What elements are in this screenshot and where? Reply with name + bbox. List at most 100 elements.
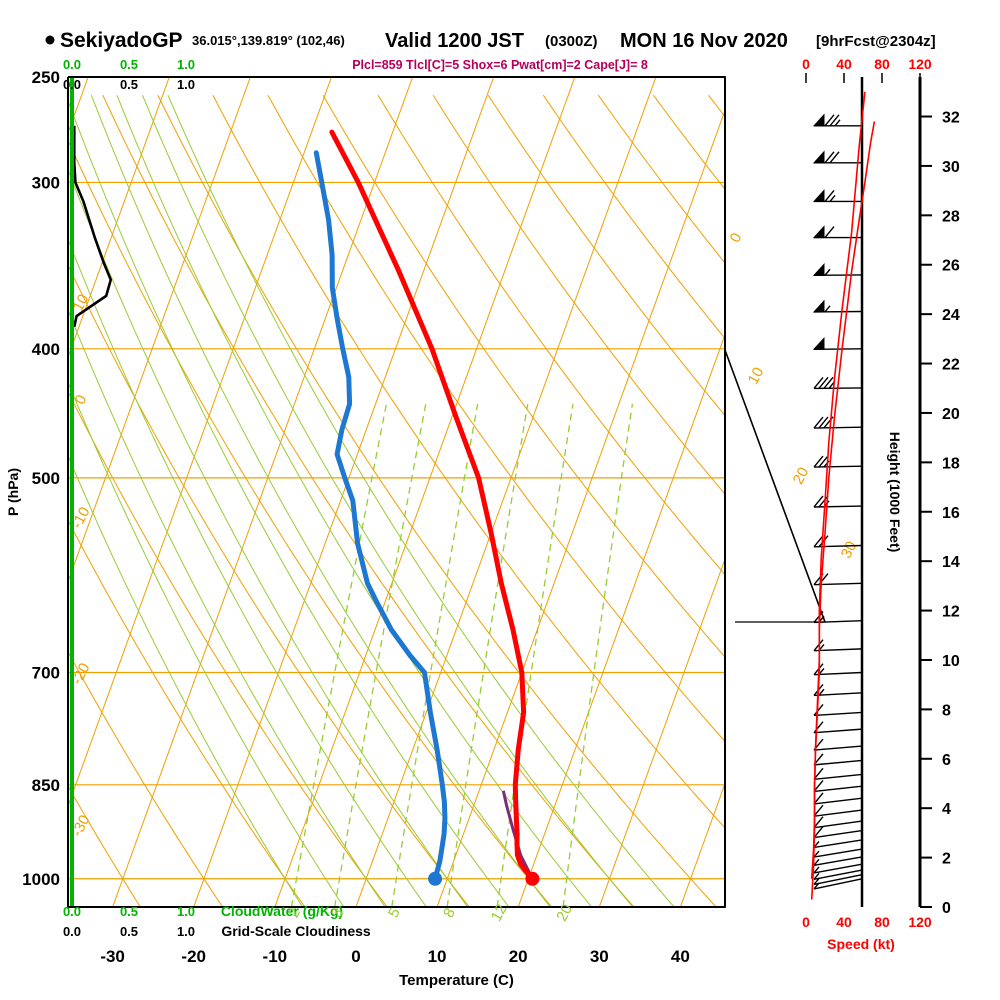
- cloudiness-top-tick-0: 0.0: [63, 77, 81, 92]
- wind-barb-shaft: [813, 671, 863, 676]
- dry-adiabat-60: [267, 94, 725, 743]
- temperature-tick--30: -30: [100, 947, 125, 966]
- valid-time-utc: (0300Z): [545, 33, 598, 50]
- pressure-axis: 250 300 400 500 700 850 1000 P (hPa): [5, 68, 60, 889]
- height-tick-label-2: 2: [942, 851, 951, 868]
- wind-barb: [813, 792, 863, 805]
- grid-scale-cloudiness-curve: [72, 125, 113, 328]
- wind-barb-shaft: [813, 856, 863, 867]
- wind-barb-half: [824, 268, 831, 276]
- cloudiness-top-tick-1: 0.5: [120, 77, 138, 92]
- wind-barb-full: [823, 376, 834, 389]
- mixing-ratio-label-12: 12: [488, 902, 511, 925]
- temperature-tick-20: 20: [509, 947, 528, 966]
- wind-barb-shaft: [813, 426, 863, 429]
- cloudwater-bottom-tick-0: 0.0: [63, 904, 81, 919]
- mixing-ratio-12: [496, 403, 574, 907]
- main-frame: [67, 76, 826, 908]
- height-tick-label-22: 22: [942, 357, 960, 374]
- isotherm-label-10: 10: [70, 292, 93, 315]
- cloudwater-axis-label: CloudWater (g/Kg): [221, 903, 343, 919]
- wind-barb: [813, 455, 863, 468]
- wind-barb-full: [829, 114, 840, 127]
- isotherm-50: [762, 77, 1000, 907]
- wind-barb-pennant: [812, 263, 825, 276]
- temperature-tick-30: 30: [590, 947, 609, 966]
- mixing-ratio-5: [391, 403, 479, 907]
- wind-barb: [813, 376, 863, 390]
- wind-barb-pennant: [812, 113, 825, 127]
- wind-barb: [813, 869, 863, 880]
- wind-barb: [813, 848, 863, 858]
- dewpoint-profile-line: [313, 150, 448, 882]
- height-tick-label-4: 4: [942, 801, 951, 818]
- pressure-tick-500: 500: [32, 469, 60, 488]
- isotherm--50: [68, 77, 251, 584]
- wind-barb: [813, 416, 863, 429]
- isotherm--20: [193, 77, 495, 907]
- wind-barb: [813, 753, 863, 766]
- wind-barb-full: [813, 792, 824, 805]
- dry-adiabat-70: [322, 94, 725, 658]
- wind-barb-shaft: [813, 829, 863, 839]
- temperature-tick--10: -10: [263, 947, 288, 966]
- pressure-tick-1000: 1000: [22, 870, 60, 889]
- wind-barb-half: [834, 119, 841, 127]
- speed-top-tick-0: 0: [802, 56, 810, 72]
- height-tick-label-20: 20: [942, 406, 960, 423]
- height-tick-label-14: 14: [942, 554, 960, 571]
- wind-barb-half: [824, 305, 831, 313]
- height-tick-label-32: 32: [942, 110, 960, 127]
- wind-barb-half: [813, 877, 820, 885]
- wind-barb-shaft: [813, 728, 863, 734]
- valid-time: Valid 1200 JST: [385, 30, 524, 52]
- pressure-tick-850: 850: [32, 776, 60, 795]
- speed-bottom-tick-120: 120: [908, 914, 932, 930]
- height-tick-label-24: 24: [942, 307, 960, 324]
- wind-barb: [813, 663, 863, 676]
- pressure-tick-250: 250: [32, 68, 60, 87]
- dry-adiabat-50: [212, 94, 725, 829]
- wind-barb: [813, 721, 863, 734]
- temperature-axis: -30 -20 -10 0 10 20 30 40 Temperature (C): [100, 947, 690, 989]
- wind-barb: [813, 495, 863, 508]
- wind-barb-full: [824, 226, 835, 239]
- wind-barb-shaft: [813, 773, 863, 781]
- isotherm-label-right-10: 10: [745, 365, 768, 388]
- wind-barb-shaft: [813, 797, 863, 805]
- moist-adiabat--5: [68, 381, 345, 907]
- wind-barb-shaft: [813, 878, 863, 890]
- wind-barb: [812, 189, 862, 203]
- speed-top-tick-80: 80: [874, 56, 890, 72]
- cloudwater-bottom-tick-1: 0.5: [120, 904, 138, 919]
- wind-barb-full: [813, 779, 824, 792]
- wind-barb-shaft: [813, 869, 863, 880]
- height-tick-label-12: 12: [942, 604, 960, 621]
- wind-barb-shaft: [813, 711, 863, 717]
- wind-barb: [813, 826, 863, 839]
- parcel-profile-line: [501, 790, 534, 880]
- temperature-tick-0: 0: [351, 947, 360, 966]
- wind-barb-shaft: [813, 785, 863, 793]
- wind-barb-shaft: [813, 863, 863, 874]
- pressure-tick-300: 300: [32, 173, 60, 192]
- wind-barb-shaft: [813, 648, 863, 652]
- frame-diagonal-upper: [724, 349, 826, 623]
- height-tick-label-6: 6: [942, 752, 951, 769]
- wind-barb: [813, 610, 863, 624]
- wind-barb: [813, 683, 863, 697]
- wind-barb: [813, 704, 863, 717]
- height-tick-label-10: 10: [942, 653, 960, 670]
- wind-barb-full: [818, 376, 829, 389]
- wind-barb-half: [829, 194, 836, 202]
- wind-barb-pennant: [812, 189, 825, 202]
- skewt-grid: [68, 77, 1000, 907]
- cloudiness-axis-label: Grid-Scale Cloudiness: [221, 923, 371, 939]
- wind-barb: [812, 113, 862, 127]
- speed-bottom-tick-0: 0: [802, 914, 810, 930]
- stability-indices: Plcl=859 Tlcl[C]=5 Shox=6 Pwat[cm]=2 Cap…: [352, 58, 648, 72]
- moist-adiabat-10: [68, 168, 469, 907]
